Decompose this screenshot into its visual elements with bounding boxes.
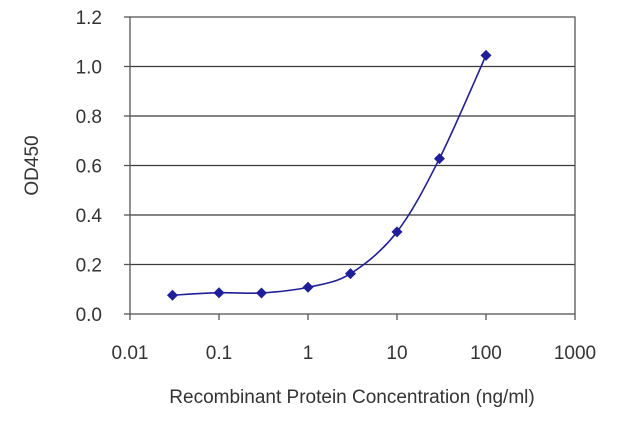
x-tick-label: 100 (470, 343, 502, 364)
data-point (255, 287, 267, 299)
data-point (302, 281, 314, 293)
data-point (213, 287, 225, 299)
series-curve (172, 55, 487, 296)
x-tick-label: 1 (303, 343, 314, 364)
y-tick-label: 1.2 (76, 8, 102, 29)
y-tick-label: 0.6 (76, 157, 102, 178)
data-point (344, 268, 356, 280)
y-tick-labels: 0.0 0.2 0.4 0.6 0.8 1.0 1.2 (76, 8, 103, 326)
y-tick-label: 0.4 (76, 206, 103, 227)
x-tick-labels: 0.01 0.1 1 10 100 1000 (112, 343, 597, 364)
y-tick-label: 0.8 (76, 107, 102, 128)
data-point (166, 289, 178, 301)
x-tick-label: 0.1 (206, 343, 232, 364)
y-tick-label: 0.0 (76, 305, 102, 326)
data-point (480, 49, 492, 61)
x-tick-label: 1000 (554, 343, 596, 364)
y-axis-title: OD450 (22, 135, 43, 195)
y-tick-label: 1.0 (76, 58, 102, 79)
x-tick-label: 0.01 (112, 343, 149, 364)
data-point (391, 226, 403, 238)
x-axis-title: Recombinant Protein Concentration (ng/ml… (169, 387, 534, 408)
gridlines (130, 65, 575, 266)
data-point-markers (166, 49, 492, 301)
axis-ticks (124, 16, 576, 320)
data-point (433, 153, 445, 165)
y-tick-label: 0.2 (76, 256, 102, 277)
x-tick-label: 10 (386, 343, 407, 364)
